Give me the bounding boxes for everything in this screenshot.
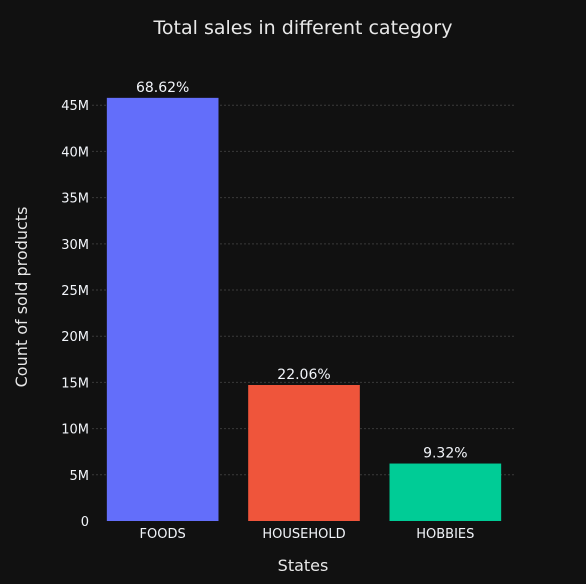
y-axis-title: Count of sold products	[12, 207, 31, 388]
y-tick-label: 45M	[61, 99, 89, 114]
x-tick-label: HOUSEHOLD	[262, 527, 345, 542]
y-tick-label: 25M	[61, 284, 89, 299]
y-tick-label: 30M	[61, 238, 89, 253]
bars	[106, 97, 502, 521]
x-tick-label: HOBBIES	[416, 527, 474, 542]
y-tick-label: 35M	[61, 192, 89, 207]
y-axis: 0 5M 10M 15M 20M 25M 30M 35M 40M 45M	[61, 99, 89, 530]
data-label: 22.06%	[277, 367, 330, 383]
data-label: 68.62%	[136, 80, 189, 96]
chart-title: Total sales in different category	[153, 17, 453, 39]
y-tick-label: 20M	[61, 330, 89, 345]
data-label: 9.32%	[423, 446, 467, 462]
y-tick-label: 10M	[61, 423, 89, 438]
x-axis: FOODS HOUSEHOLD HOBBIES	[140, 527, 475, 542]
x-axis-title: States	[278, 556, 329, 575]
y-tick-label: 0	[81, 515, 89, 530]
bar-foods	[106, 97, 219, 521]
x-tick-label: FOODS	[140, 527, 186, 542]
y-tick-label: 40M	[61, 145, 89, 160]
y-tick-label: 15M	[61, 376, 89, 391]
bar-hobbies	[389, 463, 502, 521]
y-tick-label: 5M	[70, 469, 90, 484]
bar-household	[248, 385, 360, 521]
data-labels: 68.62% 22.06% 9.32%	[136, 80, 468, 462]
